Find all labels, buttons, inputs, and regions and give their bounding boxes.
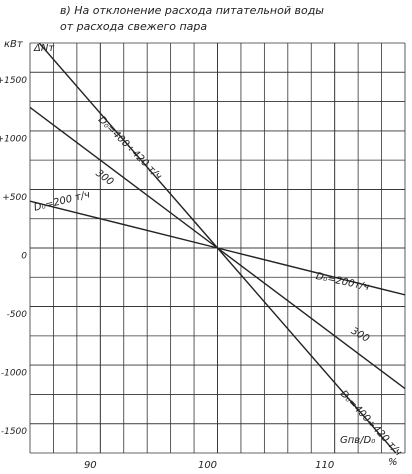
annotation: 300 (349, 326, 371, 345)
y-tick-label: -1000 (1, 369, 27, 379)
x-tick-label: 110 (315, 460, 334, 471)
annotation: D₀=200т/ч (315, 271, 370, 293)
x-tick-label: 100 (198, 460, 217, 471)
y-unit: кВт (4, 39, 24, 50)
legend-label: D₀=200 т/ч (33, 189, 91, 214)
y-tick-label: +500 (2, 193, 27, 203)
chart-title: в) На отклонение расхода питательной вод… (60, 4, 324, 17)
y-tick-label: -500 (7, 310, 28, 320)
legend-label: 300 (93, 168, 115, 188)
chart-subtitle: от расхода свежего пара (60, 20, 207, 33)
y-tick-label: -1500 (1, 427, 27, 437)
y-tick-label: +1500 (0, 76, 27, 86)
data-line (30, 200, 405, 296)
x-unit: % (388, 457, 398, 468)
x-label: Gпв/D₀ (340, 435, 375, 446)
x-tick-label: 90 (84, 460, 97, 471)
y-tick-label: 0 (21, 252, 27, 262)
y-tick-label: +1000 (0, 134, 27, 144)
